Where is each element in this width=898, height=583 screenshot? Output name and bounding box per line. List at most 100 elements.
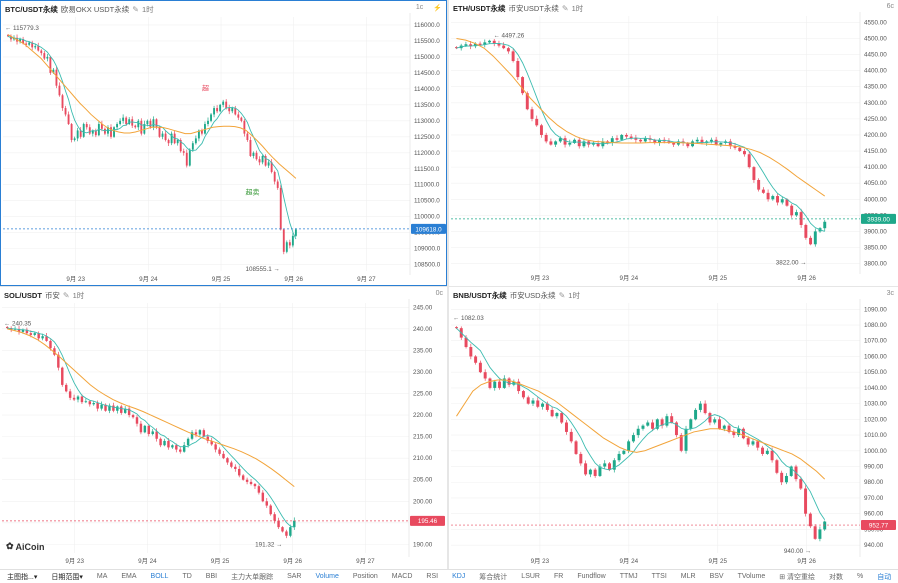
timeframe-label[interactable]: 1时 [568, 291, 580, 300]
toolbar-item[interactable]: MA [96, 573, 108, 580]
toolbar-item[interactable]: EMA [121, 573, 137, 580]
price-tag-label: 952.77 [869, 522, 889, 529]
candle-body [143, 124, 146, 134]
candle-body [631, 435, 635, 442]
signal-annotation: 超卖 [245, 187, 259, 196]
candle-body [96, 403, 99, 409]
chart-panel-btc[interactable]: BTC/USDT永续 欧易OKX USDT永续 ✎ 1时 1c ⚡ 116000… [0, 0, 447, 286]
candle-body [73, 138, 76, 141]
toolbar-item[interactable]: LSUR [521, 573, 540, 580]
candle-body [33, 333, 36, 335]
candle-body [92, 403, 95, 405]
toolbar-item[interactable]: ⊞ 清空重绘 [779, 573, 816, 581]
edit-icon[interactable]: ✎ [558, 291, 566, 300]
candle-body [270, 162, 273, 172]
toolbar-item[interactable]: SAR [287, 573, 302, 580]
toolbar-item[interactable]: FR [553, 573, 564, 580]
indicator-toolbar: 主图指...▾ 日期范围▾ MA EMA BOLL TD BBI 主力大单跟踪 SAR Volum… [0, 569, 898, 583]
timeframe-label[interactable]: 1时 [571, 4, 584, 13]
toolbar-item[interactable]: MLR [680, 573, 696, 580]
horizontal-divider[interactable] [0, 286, 898, 287]
toolbar-item[interactable]: TTMJ [619, 573, 638, 580]
candle-body [714, 139, 718, 145]
candle-body [76, 130, 79, 139]
toolbar-item[interactable]: BOLL [150, 573, 169, 580]
chart-panel-sol[interactable]: SOL/USDT 币安 ✎ 1时 0c 245.00 240.00 235.00 23… [0, 287, 447, 569]
candle-body [737, 428, 741, 436]
candle-body [776, 196, 779, 203]
candlestick-chart[interactable]: 1090.00 1080.00 1070.00 1060.00 1050.00 1040.… [449, 287, 898, 569]
candle-body [502, 45, 506, 49]
toolbar-item[interactable]: BSV [709, 573, 724, 580]
y-tick-label: 1010.00 [864, 432, 887, 439]
y-tick-label: 114500.0 [414, 70, 440, 77]
toolbar-item[interactable]: 主图指...▾ [7, 573, 38, 581]
candle-body [665, 416, 669, 426]
toolbar-item[interactable]: 主力大单跟踪 [231, 573, 274, 581]
alert-icon[interactable]: ⚡ [433, 5, 442, 12]
candlestick-chart[interactable]: 245.00 240.00 235.00 230.00 225.00 220.00 215.… [0, 287, 447, 569]
toolbar-item[interactable]: Volume [315, 573, 339, 580]
candle-body [194, 138, 197, 144]
candle-body [159, 438, 162, 446]
candle-body [116, 406, 119, 411]
candle-body [282, 229, 285, 252]
panel-controls: 6c [887, 3, 894, 10]
y-tick-label: 111000.0 [414, 182, 440, 189]
toolbar-item[interactable]: 日期范围▾ [51, 573, 83, 581]
toolbar-item[interactable]: KDJ [452, 573, 466, 580]
toolbar-item[interactable]: Position [352, 573, 378, 580]
x-tick-label: 9月 23 [65, 557, 84, 565]
edit-icon[interactable]: ✎ [132, 5, 139, 14]
candle-body [216, 108, 219, 112]
edit-icon[interactable]: ✎ [561, 4, 569, 13]
toolbar-item[interactable]: TVolume [737, 573, 766, 580]
toolbar-item[interactable]: 筹合统计 [479, 573, 508, 581]
toolbar-item[interactable]: 对数 [829, 573, 844, 581]
candle-body [107, 127, 109, 134]
timeframe-label[interactable]: 1时 [141, 5, 154, 14]
y-tick-label: 112000.0 [414, 150, 440, 157]
candle-body [818, 529, 822, 539]
y-tick-label: 190.00 [413, 541, 433, 548]
vertical-divider[interactable] [447, 0, 449, 569]
candlestick-chart[interactable]: 4550.00 4500.00 4450.00 4400.00 4350.00 4300.… [449, 0, 898, 286]
x-tick-label: 9月 25 [211, 557, 230, 565]
candle-body [627, 441, 631, 451]
timeframe-label[interactable]: 1时 [72, 291, 85, 300]
chart-panel-bnb[interactable]: BNB/USDT永续 币安USD永续 ✎ 1时 3c 1090.00 1080.0… [449, 287, 898, 569]
panel-title: ETH/USDT永续 币安USDT永续 ✎ 1时 [453, 3, 583, 14]
candle-body [45, 336, 48, 341]
toolbar-item[interactable]: % [857, 573, 864, 580]
symbol-label[interactable]: BNB/USDT永续 [453, 291, 507, 300]
edit-icon[interactable]: ✎ [62, 291, 70, 300]
candle-body [214, 444, 217, 450]
high-label: ← 4497.26 [494, 32, 525, 39]
chart-panel-eth[interactable]: ETH/USDT永续 币安USDT永续 ✎ 1时 6c 4550.00 4500.… [449, 0, 898, 286]
toolbar-item[interactable]: RSI [426, 573, 439, 580]
y-tick-label: 1040.00 [864, 385, 887, 392]
toolbar-item[interactable]: Fundflow [577, 573, 606, 580]
toolbar-item[interactable]: MACD [391, 573, 413, 580]
toolbar-item[interactable]: TTSI [651, 573, 667, 580]
candle-body [140, 120, 143, 134]
candle-body [265, 501, 268, 506]
symbol-label[interactable]: BTC/USDT永续 [5, 5, 58, 14]
candle-body [549, 141, 553, 145]
candle-body [281, 527, 284, 532]
candle-body [113, 127, 115, 137]
toolbar-item[interactable]: TD [182, 573, 192, 580]
candle-body [289, 527, 292, 536]
toolbar-item[interactable]: 自动 [877, 573, 892, 581]
candle-body [182, 151, 185, 153]
candlestick-chart[interactable]: 116000.0 115500.0 115000.0 114500.0 114000.0… [1, 1, 448, 287]
symbol-label[interactable]: ETH/USDT永续 [453, 4, 506, 13]
candle-body [201, 130, 203, 134]
toolbar-item[interactable]: BBI [205, 573, 218, 580]
candle-body [202, 430, 206, 437]
symbol-label[interactable]: SOL/USDT [4, 291, 42, 300]
candle-body [46, 56, 49, 59]
candle-body [22, 39, 25, 44]
candle-body [37, 333, 40, 339]
candle-body [766, 192, 770, 200]
